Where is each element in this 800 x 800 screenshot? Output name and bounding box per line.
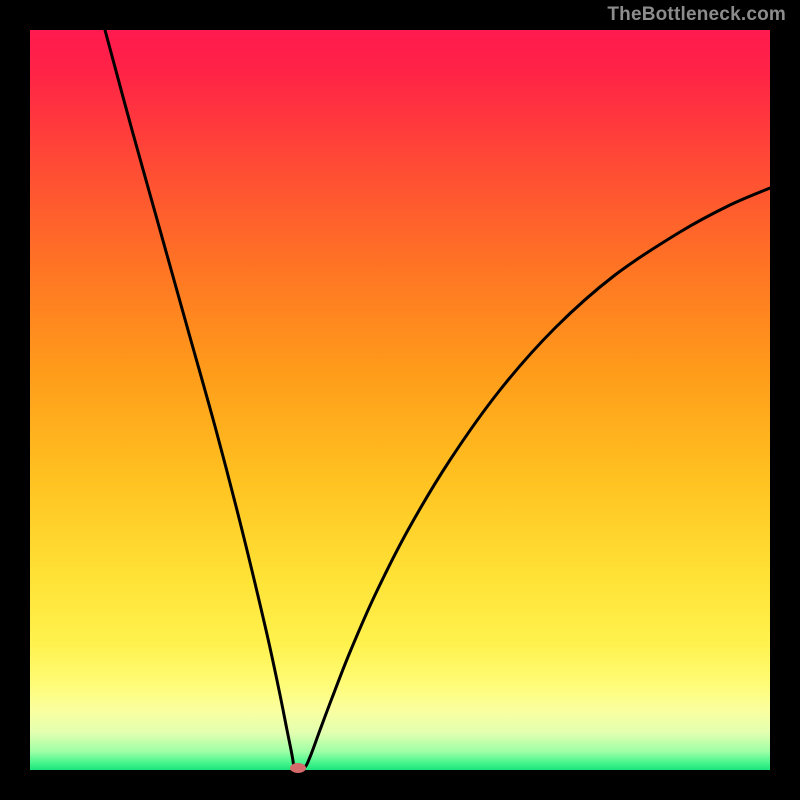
watermark-text: TheBottleneck.com — [607, 4, 786, 26]
gradient-background — [30, 30, 770, 770]
optimum-marker — [290, 763, 306, 773]
chart-frame — [30, 30, 770, 770]
bottleneck-chart — [30, 30, 770, 770]
